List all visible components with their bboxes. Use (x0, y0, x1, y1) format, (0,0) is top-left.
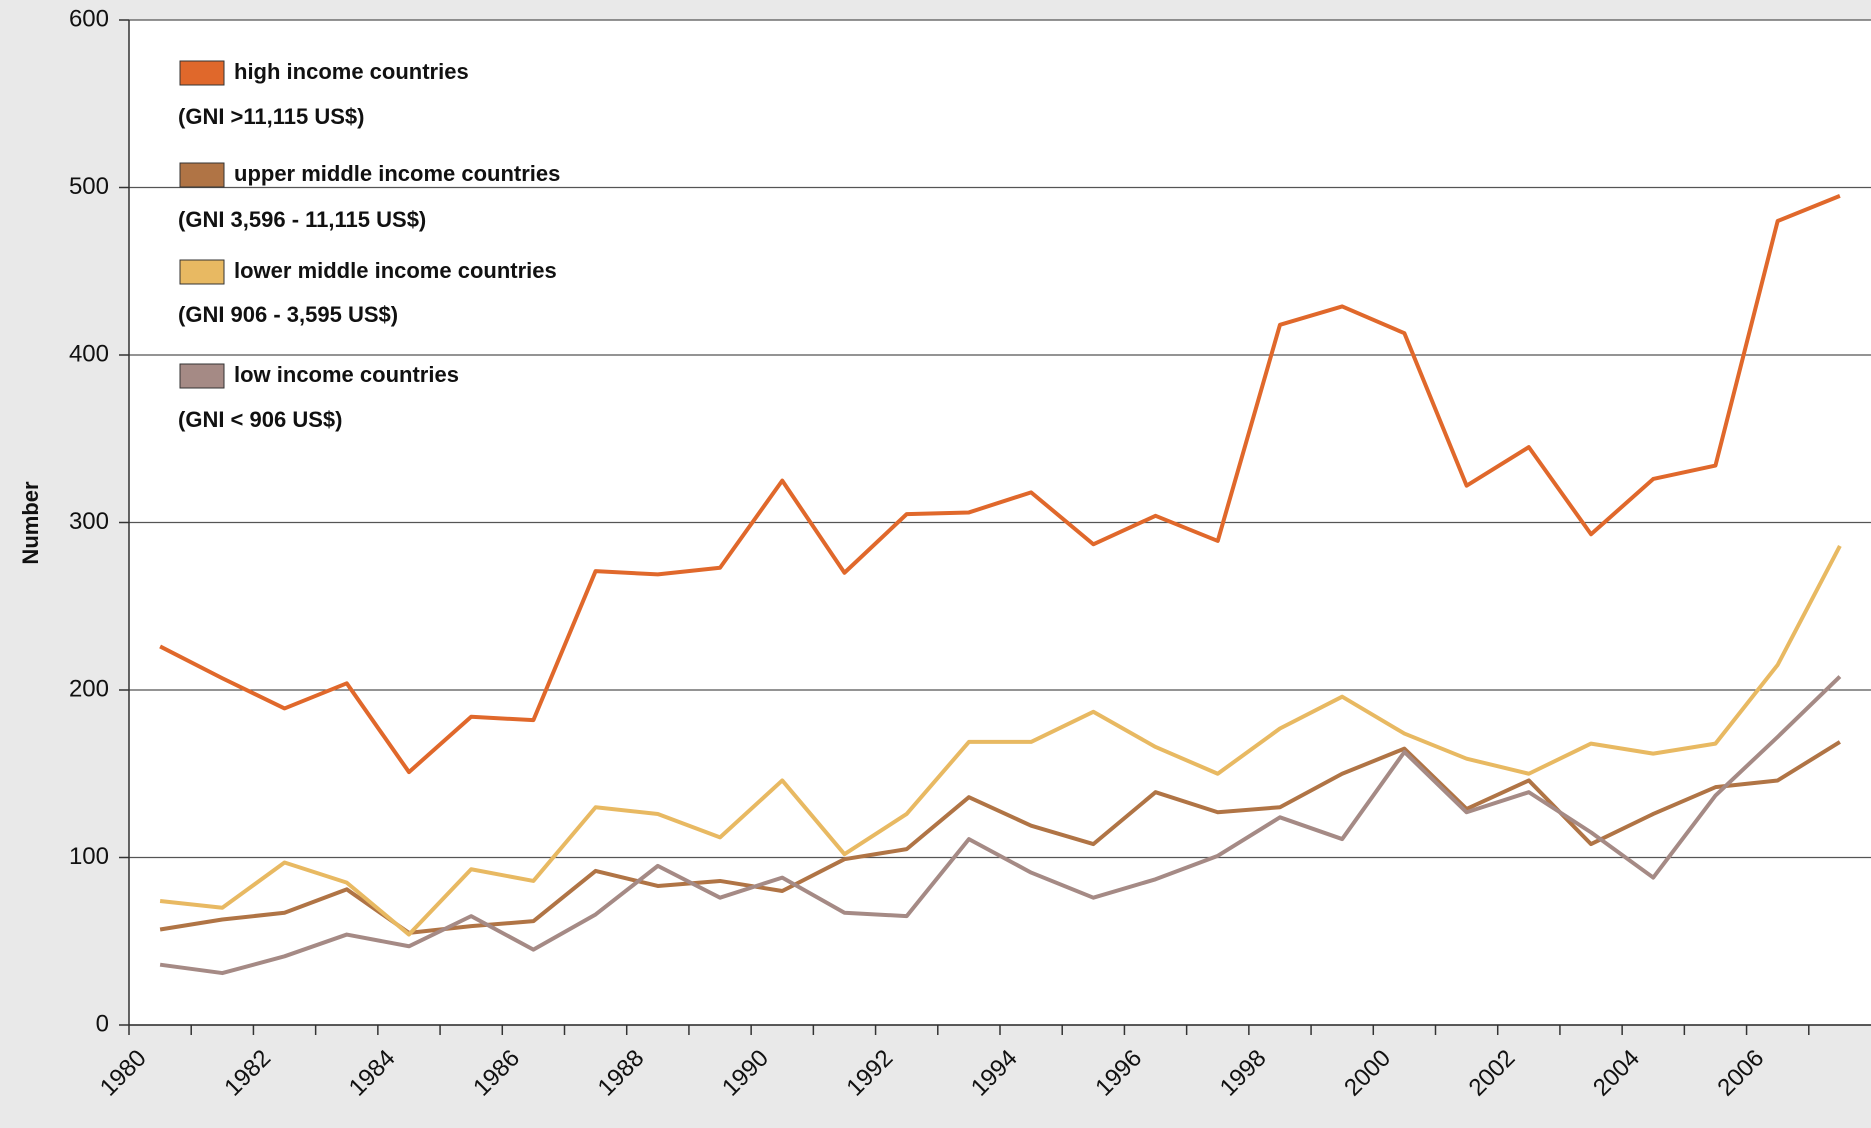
x-tick-label: 2006 (1712, 1045, 1769, 1102)
y-tick-label: 600 (69, 5, 109, 32)
x-tick-label: 1982 (219, 1045, 276, 1102)
legend-label: low income countries (234, 362, 459, 387)
legend-note: (GNI >11,115 US$) (178, 104, 365, 129)
x-tick-label: 1988 (593, 1045, 650, 1102)
x-tick-label: 2000 (1339, 1045, 1396, 1102)
legend-note: (GNI 3,596 - 11,115 US$) (178, 207, 426, 232)
y-tick-label: 0 (96, 1010, 109, 1037)
x-tick-label: 2002 (1464, 1045, 1521, 1102)
legend-swatch (179, 259, 225, 285)
y-tick-label: 400 (69, 340, 109, 367)
y-tick-label: 100 (69, 843, 109, 870)
legend-swatch (179, 363, 225, 389)
x-tick-label: 1992 (841, 1045, 898, 1102)
y-tick-label: 300 (69, 508, 109, 535)
series-line (159, 545, 1842, 937)
x-tick-label: 1990 (717, 1045, 774, 1102)
series-line (159, 675, 1842, 976)
x-tick-label: 1984 (344, 1045, 401, 1102)
legend-note: (GNI 906 - 3,595 US$) (178, 302, 398, 327)
x-tick-label: 1998 (1215, 1045, 1272, 1102)
legend-swatch (179, 60, 225, 86)
x-tick-label: 1986 (468, 1045, 525, 1102)
y-tick-label: 500 (69, 173, 109, 200)
x-tick-label: 1980 (95, 1045, 152, 1102)
legend-label: high income countries (234, 59, 469, 84)
x-tick-label: 1996 (1090, 1045, 1147, 1102)
legend-label: upper middle income countries (234, 161, 560, 186)
legend-swatch (179, 162, 225, 188)
series-line (159, 194, 1841, 775)
y-tick-label: 200 (69, 675, 109, 702)
y-axis-label: Number (18, 481, 43, 565)
x-tick-label: 1994 (966, 1045, 1023, 1102)
legend-label: lower middle income countries (234, 258, 557, 283)
x-tick-label: 2004 (1588, 1045, 1645, 1102)
legend-note: (GNI < 906 US$) (178, 407, 342, 432)
